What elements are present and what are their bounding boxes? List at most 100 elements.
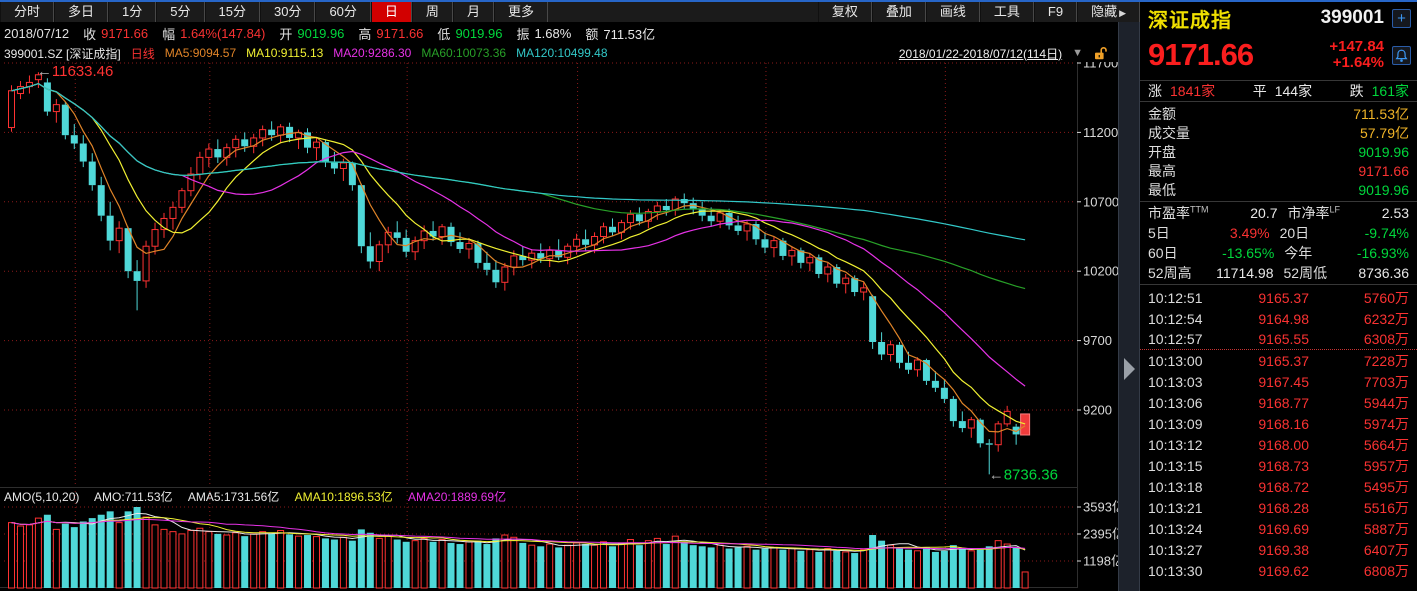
breadth-value-1: 1841家: [1170, 83, 1216, 99]
tab-7[interactable]: 60分: [315, 2, 371, 22]
tab-11[interactable]: 更多: [493, 2, 548, 22]
tick-time: 10:13:03: [1148, 373, 1203, 390]
quote-stats: 金额 711.53亿 成交量 57.79亿 开盘 9019.96 最高 9171.66 最低 90…: [1140, 102, 1417, 202]
period-tabbar: 分时 多日 1分 5分 15分 30分 60分日周月更多 复权 叠加 画线 工具 F9 隐藏 ▶: [0, 2, 1140, 23]
tool-3[interactable]: 画线: [925, 2, 980, 22]
window-top-border: [0, 0, 1417, 2]
svg-text:11200: 11200: [1083, 125, 1118, 140]
tick-price: 9168.00: [1258, 436, 1309, 453]
metric-label: 市盈率TTM: [1148, 204, 1209, 221]
tool-4[interactable]: 工具: [979, 2, 1034, 22]
tick-time: 10:13:27: [1148, 541, 1203, 558]
expand-panel-arrow-icon[interactable]: [1124, 358, 1135, 380]
breadth-value-3: 161家: [1371, 83, 1409, 99]
market-breadth-row: 涨 1841家 平 144家 跌 161家: [1140, 80, 1417, 102]
unlock-icon[interactable]: [1093, 46, 1108, 61]
tick-price: 9168.73: [1258, 457, 1309, 474]
tick-volume: 5516万: [1363, 499, 1409, 516]
svg-text:2395亿: 2395亿: [1083, 527, 1118, 542]
quote-panel: 深证成指 399001 + 9171.66 +147.84 +1.64% 涨 18…: [1140, 2, 1417, 591]
tick-price: 9165.55: [1258, 331, 1309, 347]
tick-volume: 5974万: [1363, 415, 1409, 432]
tick-time: 10:13:24: [1148, 520, 1203, 537]
tick-price: 9168.77: [1258, 394, 1309, 411]
tab-5[interactable]: 15分: [204, 2, 260, 22]
stat-label: 最高: [1148, 162, 1176, 179]
svg-text:10200: 10200: [1083, 264, 1118, 279]
tick-volume: 5887万: [1363, 520, 1409, 537]
metric-value: 11714.98: [1216, 265, 1274, 281]
hide-arrow-icon: ▶: [1119, 8, 1126, 18]
tick-row-1: 10:12:51 9165.37 5760万: [1140, 287, 1417, 308]
chart-tools: 复权 叠加 画线 工具 F9 隐藏 ▶: [817, 2, 1140, 22]
tab-1[interactable]: 分时: [0, 2, 55, 22]
stat-value: 57.79亿: [1359, 124, 1409, 141]
tab-3[interactable]: 1分: [108, 2, 157, 22]
metric-row-2: 5日 3.49% 20日 -9.74%: [1140, 223, 1417, 243]
stat-value: 9019.96: [1358, 143, 1409, 160]
stat-row-5: 最低 9019.96: [1140, 180, 1417, 199]
stat-row-2: 成交量 57.79亿: [1140, 123, 1417, 142]
tick-volume: 6407万: [1363, 541, 1409, 558]
stat-label: 成交量: [1148, 124, 1190, 141]
tick-time: 10:12:54: [1148, 310, 1203, 327]
chg-label: 幅: [162, 27, 176, 42]
tick-price: 9165.37: [1258, 289, 1309, 306]
amo-ma-lines: [11, 512, 1026, 552]
tab-2[interactable]: 多日: [54, 2, 109, 22]
index-code: 399001: [1320, 7, 1384, 28]
tick-time: 10:13:06: [1148, 394, 1203, 411]
tab-8[interactable]: 日: [370, 2, 412, 22]
axis-labels: 11700 11200 10700 10200 9700 9200 3593亿 2395亿 11…: [1077, 62, 1118, 568]
tab-6[interactable]: 30分: [259, 2, 316, 22]
tick-row-10: 10:13:18 9168.72 5495万: [1140, 476, 1417, 497]
breadth-value-2: 144家: [1274, 83, 1313, 99]
chevron-down-icon[interactable]: ▼: [1072, 47, 1083, 59]
metric-label: 52周低: [1283, 265, 1328, 281]
date-range-selector[interactable]: 2018/01/22-2018/07/12(114日): [898, 46, 1063, 61]
daily-info-bar: 2018/07/12 收 9171.66 幅 1.64%(147.84) 开 9…: [0, 23, 1118, 44]
tool-1[interactable]: 复权: [817, 2, 872, 22]
quote-price-row: 9171.66 +147.84 +1.64%: [1140, 30, 1417, 80]
tool-5[interactable]: F9: [1033, 2, 1078, 22]
tick-row-7: 10:13:09 9168.16 5974万: [1140, 413, 1417, 434]
breadth-label-3: 跌: [1349, 83, 1364, 99]
metric-value: -9.74%: [1364, 225, 1409, 241]
ma-lines: [11, 82, 1026, 433]
stat-value: 9019.96: [1358, 181, 1409, 198]
tab-4[interactable]: 5分: [156, 2, 205, 22]
svg-text:3593亿: 3593亿: [1083, 500, 1118, 515]
ma120-legend: MA120:10499.48: [516, 46, 608, 60]
open-value: 9019.96: [297, 26, 345, 41]
alert-bell-button[interactable]: [1392, 45, 1411, 65]
tab-10[interactable]: 月: [452, 2, 494, 22]
metric-value: -16.93%: [1356, 245, 1410, 261]
ma10-legend: MA10:9115.13: [246, 46, 324, 60]
last-price: 9171.66: [1148, 37, 1254, 72]
tool-6[interactable]: 隐藏 ▶: [1077, 2, 1140, 22]
ma20-legend: MA20:9286.30: [333, 46, 412, 60]
time-and-sales-list[interactable]: 10:12:51 9165.37 5760万 10:12:54 9164.98 6232万…: [1140, 285, 1417, 581]
amount-label: 额: [585, 27, 599, 42]
svg-text:←8736.36: ←8736.36: [989, 466, 1058, 483]
candlestick-chart[interactable]: 11700 11200 10700 10200 9700 9200 3593亿 2395亿 11…: [0, 62, 1118, 589]
tick-volume: 5760万: [1363, 289, 1409, 306]
tick-row-3: 10:12:57 9165.55 6308万: [1140, 329, 1417, 350]
stat-value: 9171.66: [1358, 162, 1409, 179]
panel-splitter[interactable]: [1118, 22, 1140, 591]
tick-volume: 5664万: [1363, 436, 1409, 453]
stat-value: 711.53亿: [1353, 105, 1409, 122]
amo-legend-bar: AMO(5,10,20) AMO:711.53亿 AMA5:1731.56亿 A…: [4, 488, 518, 505]
quote-metrics-grid: 市盈率TTM 20.7 市净率LF 2.53 5日 3.49% 20日 -9.74% 60日 -1…: [1140, 202, 1417, 285]
tick-row-9: 10:13:15 9168.73 5957万: [1140, 455, 1417, 476]
high-label: 高: [358, 27, 372, 42]
tab-9[interactable]: 周: [411, 2, 453, 22]
metric-row-1: 市盈率TTM 20.7 市净率LF 2.53: [1140, 203, 1417, 223]
svg-text:9700: 9700: [1083, 333, 1112, 348]
stat-label: 金额: [1148, 105, 1176, 122]
tick-row-6: 10:13:06 9168.77 5944万: [1140, 392, 1417, 413]
bell-icon: [1395, 49, 1408, 62]
tool-2[interactable]: 叠加: [871, 2, 926, 22]
add-to-watchlist-button[interactable]: +: [1392, 8, 1411, 28]
